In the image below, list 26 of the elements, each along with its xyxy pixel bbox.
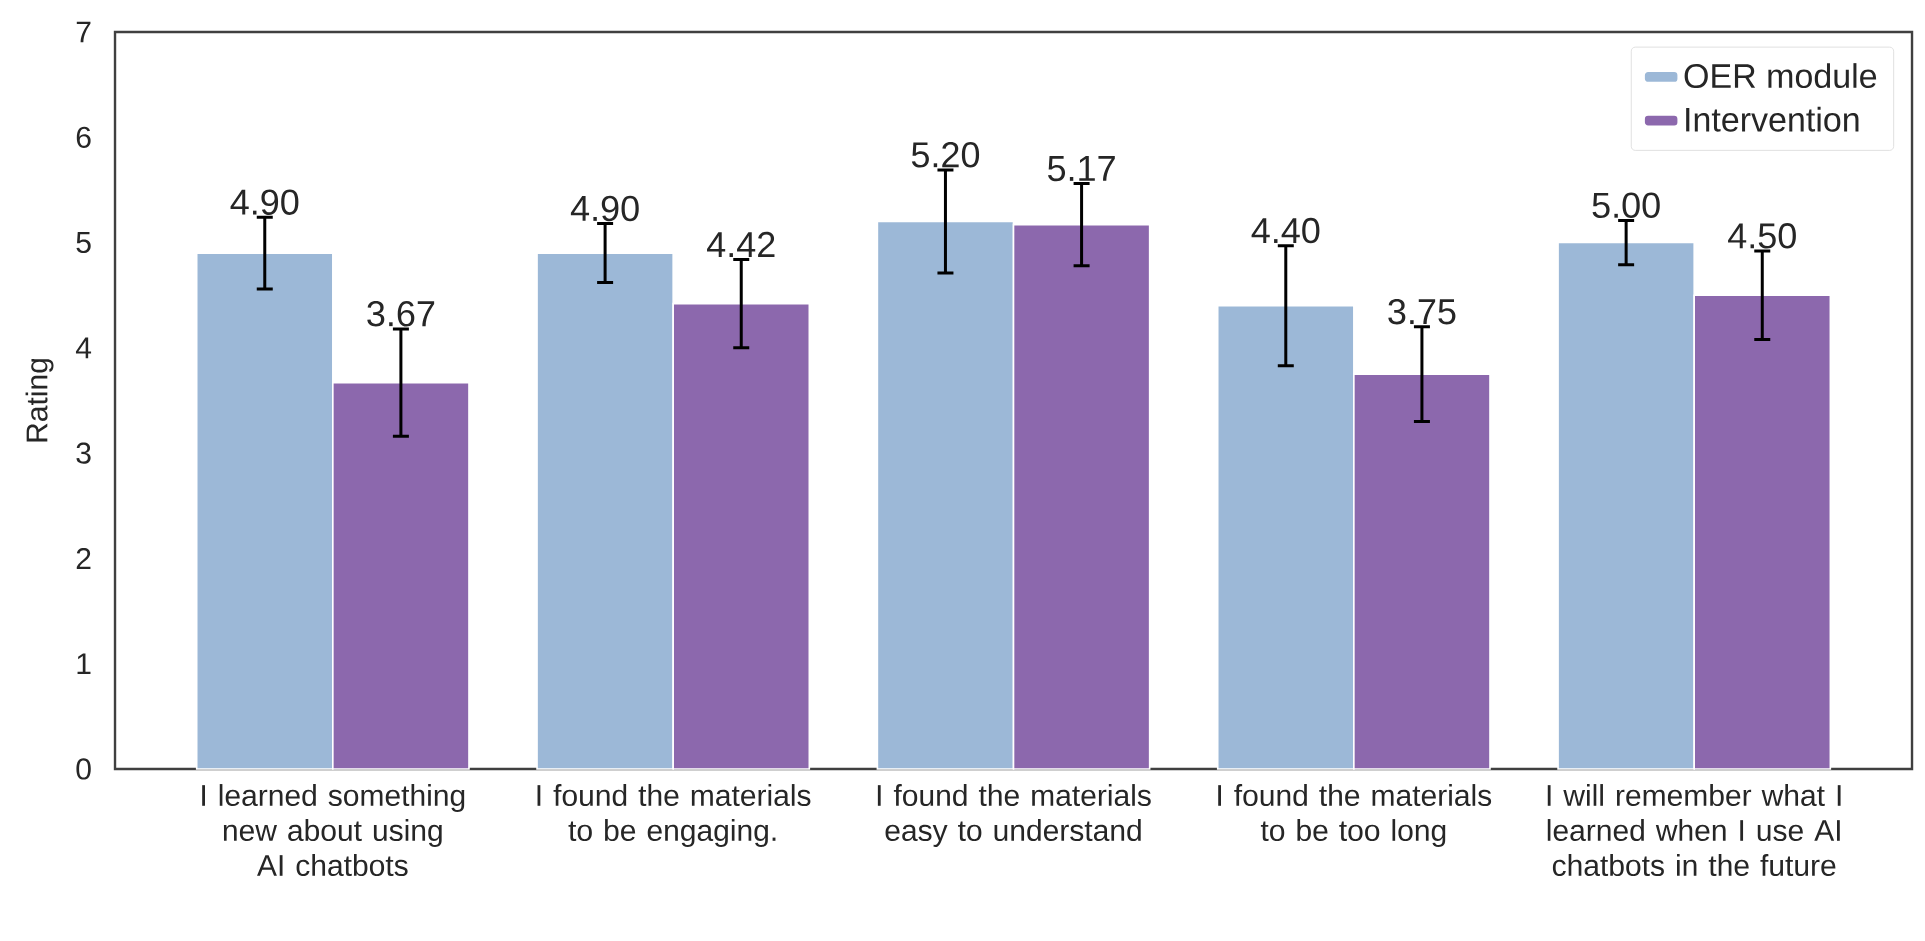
data-label: 4.42 — [707, 231, 775, 257]
legend-label: OER module — [1684, 63, 1877, 89]
y-tick-label: 0 — [76, 758, 91, 780]
y-tick-label: 7 — [76, 21, 91, 43]
data-label: 3.75 — [1388, 298, 1456, 325]
data-label: 4.90 — [230, 189, 299, 215]
y-tick-label: 2 — [76, 547, 91, 569]
data-label: 5.00 — [1592, 192, 1660, 219]
x-tick-label: I found the materials easy to understand — [877, 784, 1151, 847]
data-label: 5.20 — [911, 142, 980, 168]
legend-label: Intervention — [1686, 106, 1859, 132]
x-tick-label: I will remember what I learned when I use AI chatbots in the future — [1547, 784, 1841, 877]
data-label: 4.90 — [570, 195, 639, 222]
y-tick-label: 5 — [76, 232, 91, 254]
y-tick-label: 1 — [77, 653, 91, 675]
y-tick-label: 4 — [75, 337, 92, 359]
x-tick-label: I found the materials to be too long — [1218, 784, 1492, 847]
data-label: 3.67 — [367, 300, 435, 327]
data-label: 4.50 — [1728, 223, 1796, 249]
x-tick-label: I found the materials to be engaging. — [537, 784, 811, 847]
y-tick-label: 3 — [76, 442, 91, 464]
data-label: 4.40 — [1251, 217, 1320, 244]
x-tick-label: I learned something new about using AI chatbots — [202, 784, 465, 877]
y-tick-label: 6 — [76, 126, 91, 148]
y-axis-title: Rating — [25, 359, 54, 442]
data-label: 5.17 — [1048, 156, 1115, 182]
